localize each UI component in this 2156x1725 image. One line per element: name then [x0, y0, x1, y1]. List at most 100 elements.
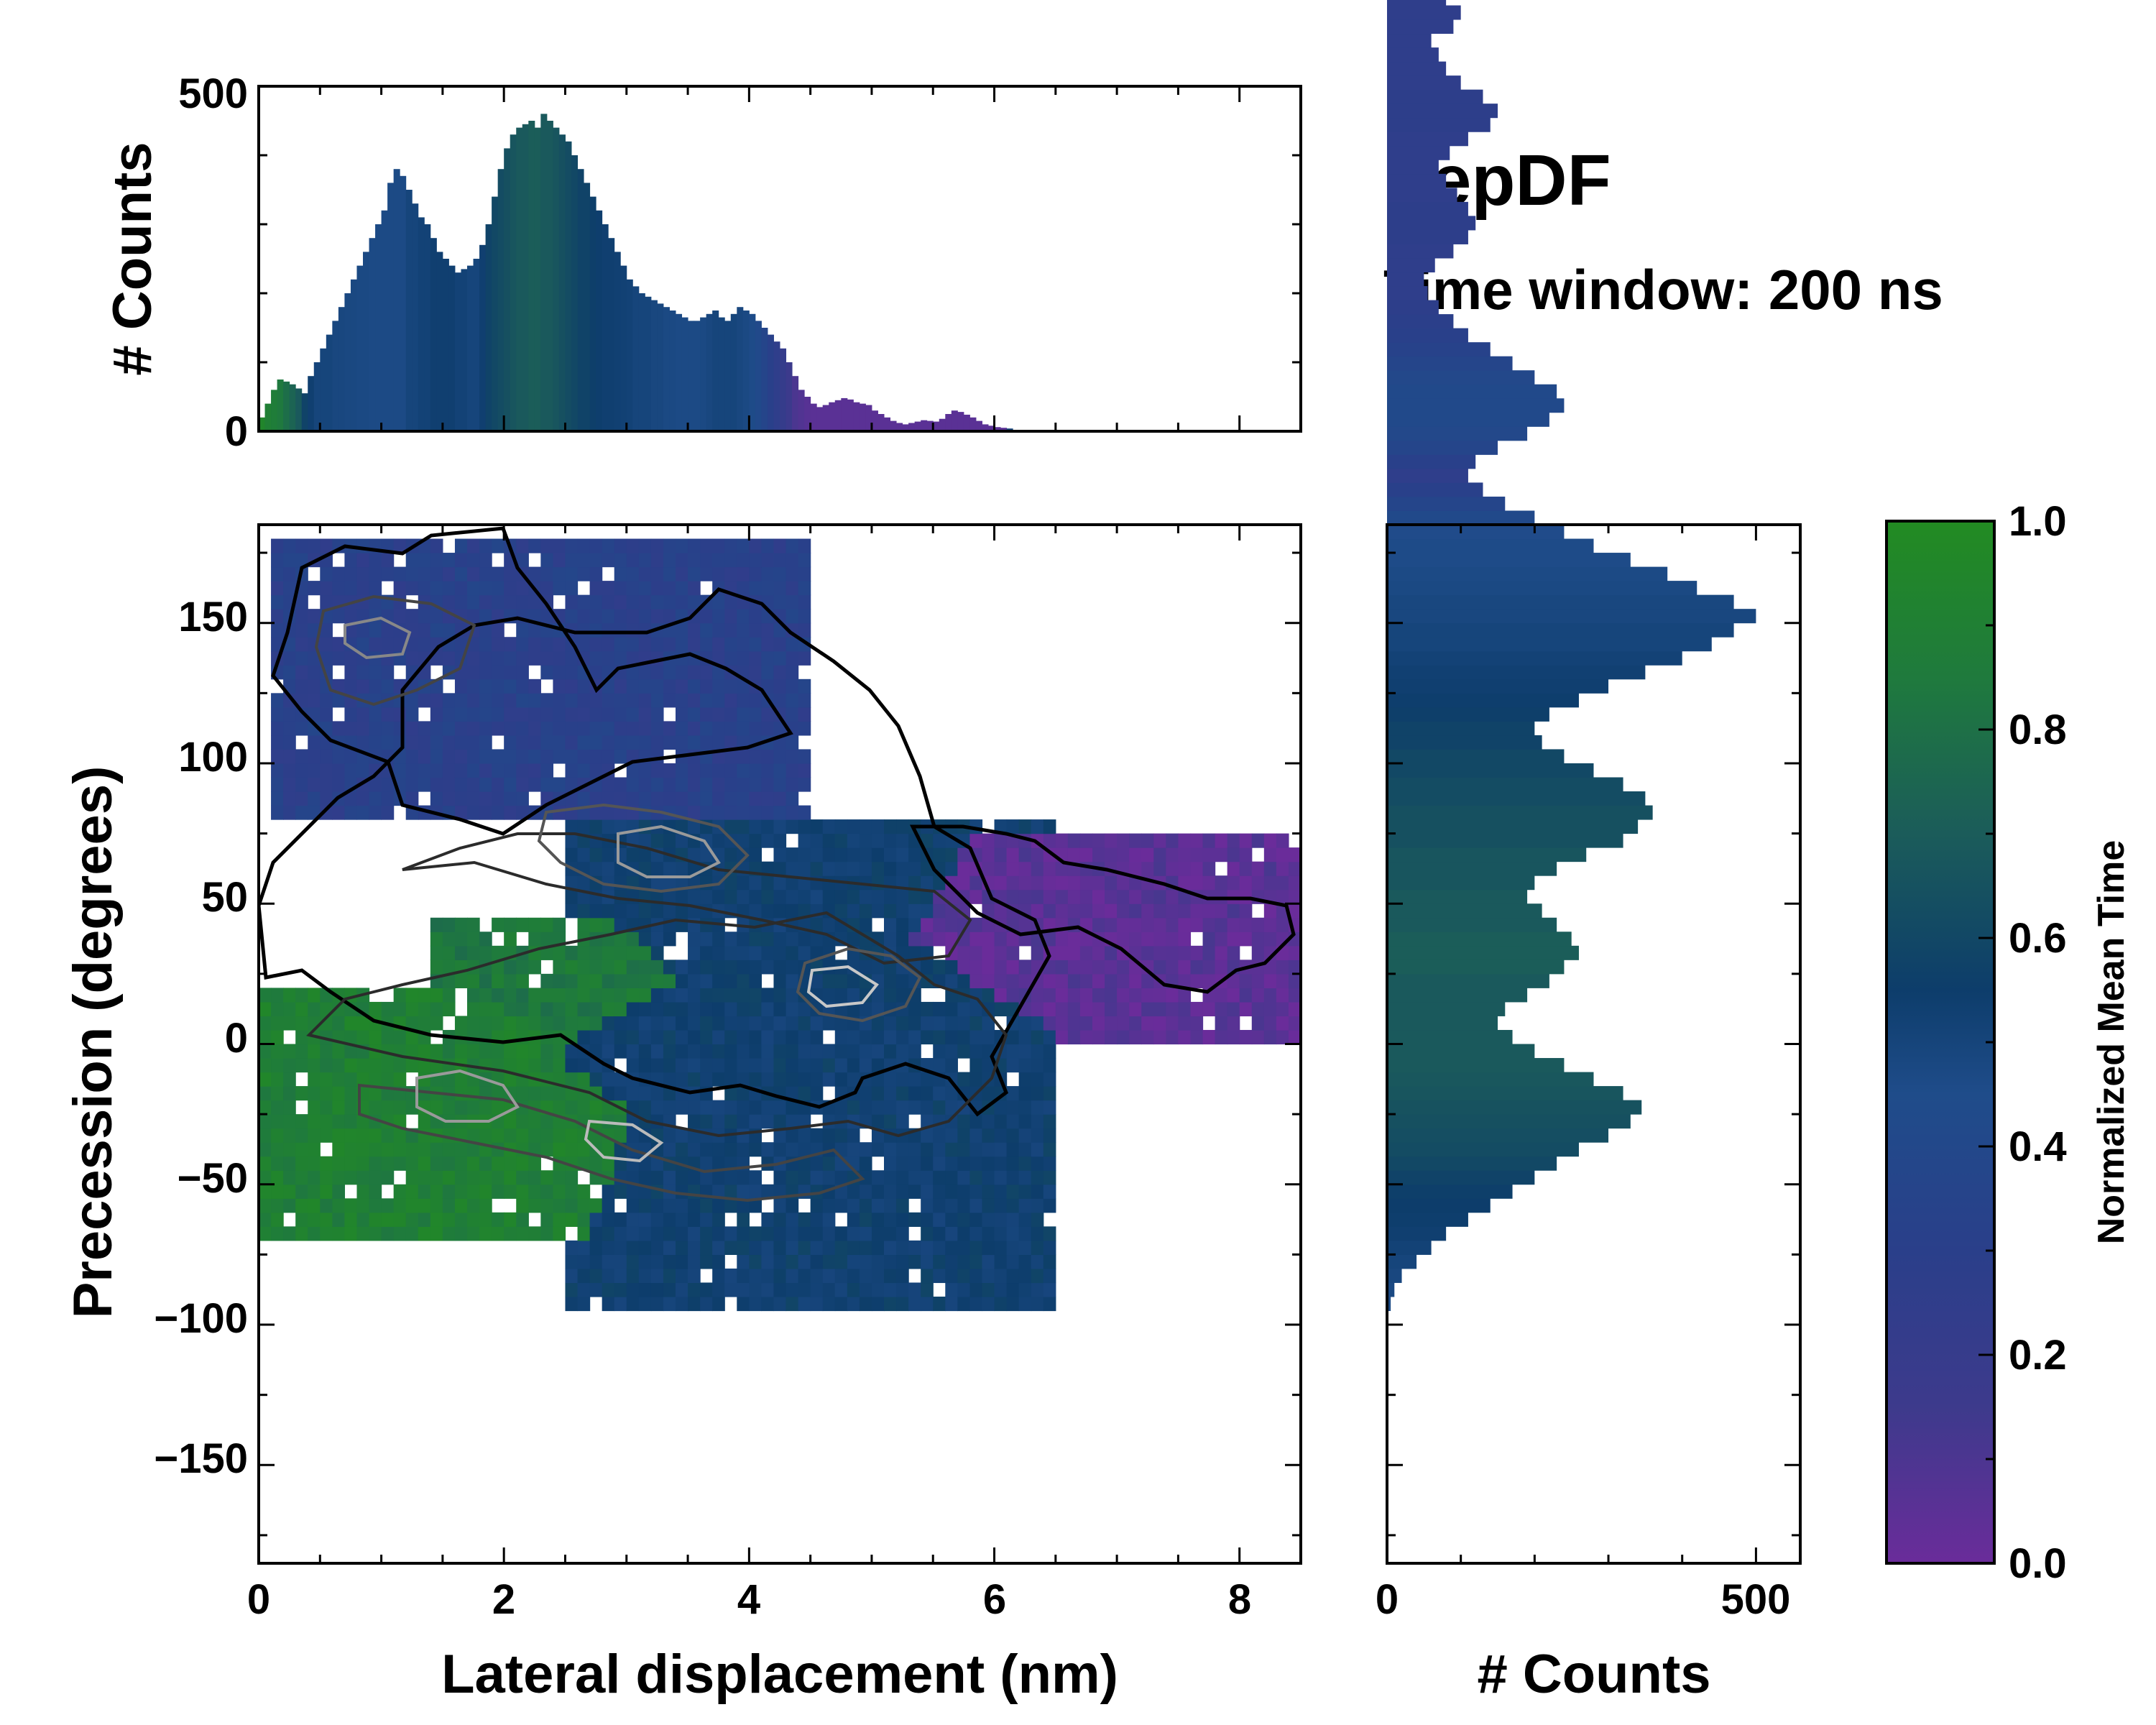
heatmap-cell [749, 1282, 763, 1297]
heatmap-cell [454, 1198, 468, 1213]
heatmap-cell [344, 1212, 358, 1227]
heatmap-cell [626, 1212, 640, 1227]
heatmap-cell [418, 721, 431, 736]
top-hist-bar [694, 321, 701, 431]
heatmap-cell [442, 594, 456, 610]
heatmap-cell [614, 1001, 627, 1017]
heatmap-cell [749, 1044, 763, 1059]
heatmap-cell [908, 1142, 921, 1157]
heatmap-cell [295, 1044, 308, 1059]
heatmap-cell [1276, 861, 1289, 876]
heatmap-cell [320, 566, 333, 581]
heatmap-cell [1251, 988, 1265, 1003]
heatmap-cell [442, 1170, 456, 1185]
heatmap-cell [1239, 1029, 1253, 1045]
heatmap-cell [442, 1100, 456, 1115]
top-hist-bar [363, 252, 370, 431]
heatmap-cell [712, 833, 725, 848]
heatmap-cell [283, 707, 296, 722]
heatmap-cell [565, 973, 579, 988]
heatmap-cell [761, 622, 775, 638]
heatmap-cell [467, 1156, 480, 1171]
heatmap-cell [626, 1100, 640, 1115]
heatmap-cell [969, 932, 983, 947]
heatmap-cell [1006, 1184, 1020, 1199]
heatmap-cell [737, 1029, 750, 1045]
heatmap-cell [724, 594, 737, 610]
heatmap-cell [700, 1296, 713, 1312]
heatmap-cell [467, 1212, 480, 1227]
right-hist-bar [1387, 538, 1594, 553]
heatmap-cell [896, 1072, 909, 1087]
heatmap-cell [982, 1016, 995, 1031]
top-hist-bar [847, 399, 854, 431]
heatmap-cell [921, 932, 934, 947]
heatmap-cell [700, 917, 713, 932]
heatmap-cell [700, 622, 713, 638]
heatmap-cell [908, 1240, 921, 1256]
heatmap-cell [492, 693, 505, 708]
heatmap-cell [259, 1184, 272, 1199]
heatmap-cell [1043, 1184, 1056, 1199]
heatmap-cell [356, 1128, 370, 1143]
heatmap-cell [933, 1128, 946, 1143]
heatmap-cell [712, 1100, 725, 1115]
heatmap-cell [761, 721, 775, 736]
heatmap-cell [982, 1086, 995, 1101]
right-hist-bar [1387, 173, 1447, 188]
heatmap-cell [516, 1128, 529, 1143]
heatmap-cell [749, 553, 763, 568]
heatmap-cell [626, 594, 640, 610]
heatmap-cell [577, 707, 591, 722]
heatmap-cell [749, 847, 763, 862]
heatmap-cell [969, 889, 983, 904]
heatmap-cell [1105, 1029, 1118, 1045]
heatmap-cell [320, 777, 333, 792]
heatmap-cell [773, 678, 787, 694]
heatmap-cell [516, 693, 529, 708]
heatmap-cell [602, 1212, 615, 1227]
heatmap-cell [663, 875, 676, 891]
heatmap-cell [810, 889, 824, 904]
top-hist-bar [522, 124, 529, 432]
top-hist-bar [871, 410, 878, 431]
heatmap-cell [271, 1016, 284, 1031]
heatmap-cell [1018, 1268, 1032, 1284]
heatmap-cell [638, 566, 652, 581]
heatmap-cell [810, 819, 824, 834]
heatmap-cell [467, 1044, 480, 1059]
heatmap-cell [859, 1198, 872, 1213]
heatmap-cell [1092, 1016, 1105, 1031]
heatmap-cell [724, 650, 737, 666]
right-hist-bar [1387, 735, 1542, 750]
heatmap-cell [1055, 903, 1069, 919]
heatmap-cell [626, 735, 640, 750]
heatmap-cell [381, 665, 395, 680]
top-hist-bar [326, 334, 333, 431]
heatmap-cell [614, 903, 627, 919]
heatmap-cell [884, 847, 897, 862]
heatmap-cell [553, 1184, 566, 1199]
heatmap-cell [454, 693, 468, 708]
heatmap-cell [589, 805, 603, 820]
heatmap-cell [859, 1142, 872, 1157]
heatmap-cell [1263, 875, 1277, 891]
heatmap-cell [773, 553, 787, 568]
heatmap-cell [626, 1226, 640, 1241]
heatmap-cell [1141, 988, 1154, 1003]
heatmap-cell [847, 1044, 860, 1059]
heatmap-cell [393, 594, 407, 610]
top-hist-bar [387, 183, 395, 431]
heatmap-cell [896, 1029, 909, 1045]
heatmap-cell [602, 1142, 615, 1157]
heatmap-cell [1018, 1282, 1032, 1297]
heatmap-cell [602, 1184, 615, 1199]
heatmap-cell [638, 1212, 652, 1227]
heatmap-cell [553, 1086, 566, 1101]
right-hist-bar [1387, 216, 1476, 231]
heatmap-cell [908, 903, 921, 919]
heatmap-cell [638, 875, 652, 891]
heatmap-cell [737, 932, 750, 947]
heatmap-cell [602, 1240, 615, 1256]
heatmap-cell [1055, 1016, 1069, 1031]
